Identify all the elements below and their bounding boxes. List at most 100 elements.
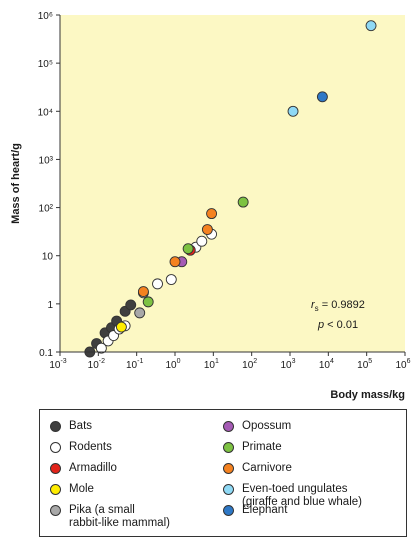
x-tick-exponent: 0 [177,358,181,365]
legend-label: Opossum [242,420,292,432]
y-axis-ticks: 0.1 1 10 10² 10³ 10⁴ 10⁵ 10⁶ [38,11,60,359]
x-axis-title: Body mass/kg [330,389,405,401]
data-point-series-1 [152,278,163,290]
legend-label: Armadillo [69,462,117,474]
legend-marker [50,463,61,474]
data-point-series-8 [287,105,299,117]
y-tick-label: 10 [42,252,54,263]
x-tick-exponent: 4 [330,358,334,365]
x-tick-label: 104 [319,358,334,371]
x-tick-label: 10-3 [49,358,66,371]
legend-label: Rodents [69,441,112,453]
legend-item: Opossum [223,420,291,433]
x-tick-exponent: 1 [215,358,219,365]
p-symbol: p [317,319,324,331]
x-tick-base: 10 [242,360,254,371]
data-points [84,20,377,358]
x-tick-label: 10-2 [88,358,105,371]
rs-subscript: s [315,304,319,313]
legend-label: Bats [69,420,93,432]
x-tick-base: 10 [204,360,216,371]
x-tick-label: 101 [204,358,219,371]
data-point-series-8 [365,20,377,32]
x-tick-base: 10 [49,360,61,371]
data-point-series-7 [169,256,181,268]
x-tick-base: 10 [126,360,138,371]
correlation-annotation: rs = 0.9892 [311,299,365,313]
legend-item: Pika (a small rabbit-like mammal) [50,504,170,530]
x-tick-exponent: -3 [60,358,66,365]
rs-value: = 0.9892 [319,299,365,311]
legend-label: Elephant [242,504,288,516]
x-tick-base: 10 [395,360,407,371]
data-point-series-0 [125,299,137,311]
plot-background [60,15,405,352]
data-point-series-1 [196,235,208,247]
data-point-series-7 [206,208,218,220]
data-point-series-6 [237,196,249,208]
legend-label: Primate [242,441,282,453]
x-tick-base: 10 [319,360,331,371]
y-tick-label: 10⁴ [38,107,53,118]
x-tick-base: 10 [165,360,177,371]
legend: Bats Rodents Armadillo Mole Pika (a small ra… [39,409,407,537]
x-tick-label: 102 [242,358,257,371]
y-axis-title: Mass of heart/g [10,143,22,224]
legend-marker [223,421,234,432]
x-tick-label: 100 [165,358,180,371]
x-tick-exponent: -1 [137,358,143,365]
data-point-series-7 [137,286,149,298]
legend-item: Carnivore [223,462,292,475]
x-tick-label: 103 [280,358,295,371]
legend-marker [50,505,61,516]
data-point-series-6 [182,243,194,255]
rs-symbol: r [311,299,316,311]
x-tick-base: 10 [280,360,292,371]
x-tick-base: 10 [88,360,100,371]
legend-marker [50,421,61,432]
x-tick-exponent: -2 [99,358,105,365]
x-tick-exponent: 3 [292,358,296,365]
y-tick-label: 1 [47,300,53,311]
data-point-series-1 [165,274,177,285]
legend-item: Elephant [223,504,287,517]
data-point-series-3 [115,321,127,333]
legend-label: Carnivore [242,462,292,474]
x-tick-label: 10-1 [126,358,143,371]
y-tick-label: 0.1 [39,348,53,359]
y-tick-label: 10⁶ [38,11,53,22]
legend-item: Rodents [50,441,112,454]
x-tick-label: 105 [357,358,372,371]
legend-marker [50,484,61,495]
legend-item: Even-toed ungulates (giraffe and blue wh… [223,483,362,509]
data-point-series-7 [201,224,213,235]
y-tick-label: 10⁵ [38,59,53,70]
data-point-series-9 [316,91,328,103]
p-value: < 0.01 [324,319,358,331]
x-tick-exponent: 2 [253,358,257,365]
legend-item: Armadillo [50,462,117,475]
legend-marker [223,442,234,453]
legend-marker [223,484,234,495]
legend-label: Even-toed ungulates (giraffe and blue wh… [242,483,362,508]
p-value-annotation: p < 0.01 [317,319,358,331]
data-point-series-4 [134,307,146,319]
legend-marker [223,505,234,516]
y-tick-label: 10² [39,204,54,215]
x-axis-ticks: 10-3 10-2 10-1 100 101 102 103 104 105 106 [49,352,411,371]
legend-item: Mole [50,483,94,496]
data-point-series-1 [95,342,107,354]
legend-item: Primate [223,441,282,454]
legend-marker [50,442,61,453]
legend-item: Bats [50,420,92,433]
legend-label: Mole [69,483,94,495]
legend-label: Pika (a small rabbit-like mammal) [69,504,170,529]
legend-marker [223,463,234,474]
x-tick-base: 10 [357,360,369,371]
y-tick-label: 10³ [39,155,54,166]
x-tick-exponent: 5 [368,358,372,365]
x-tick-exponent: 6 [407,358,411,365]
data-point-series-6 [142,296,154,308]
axes [59,15,405,353]
